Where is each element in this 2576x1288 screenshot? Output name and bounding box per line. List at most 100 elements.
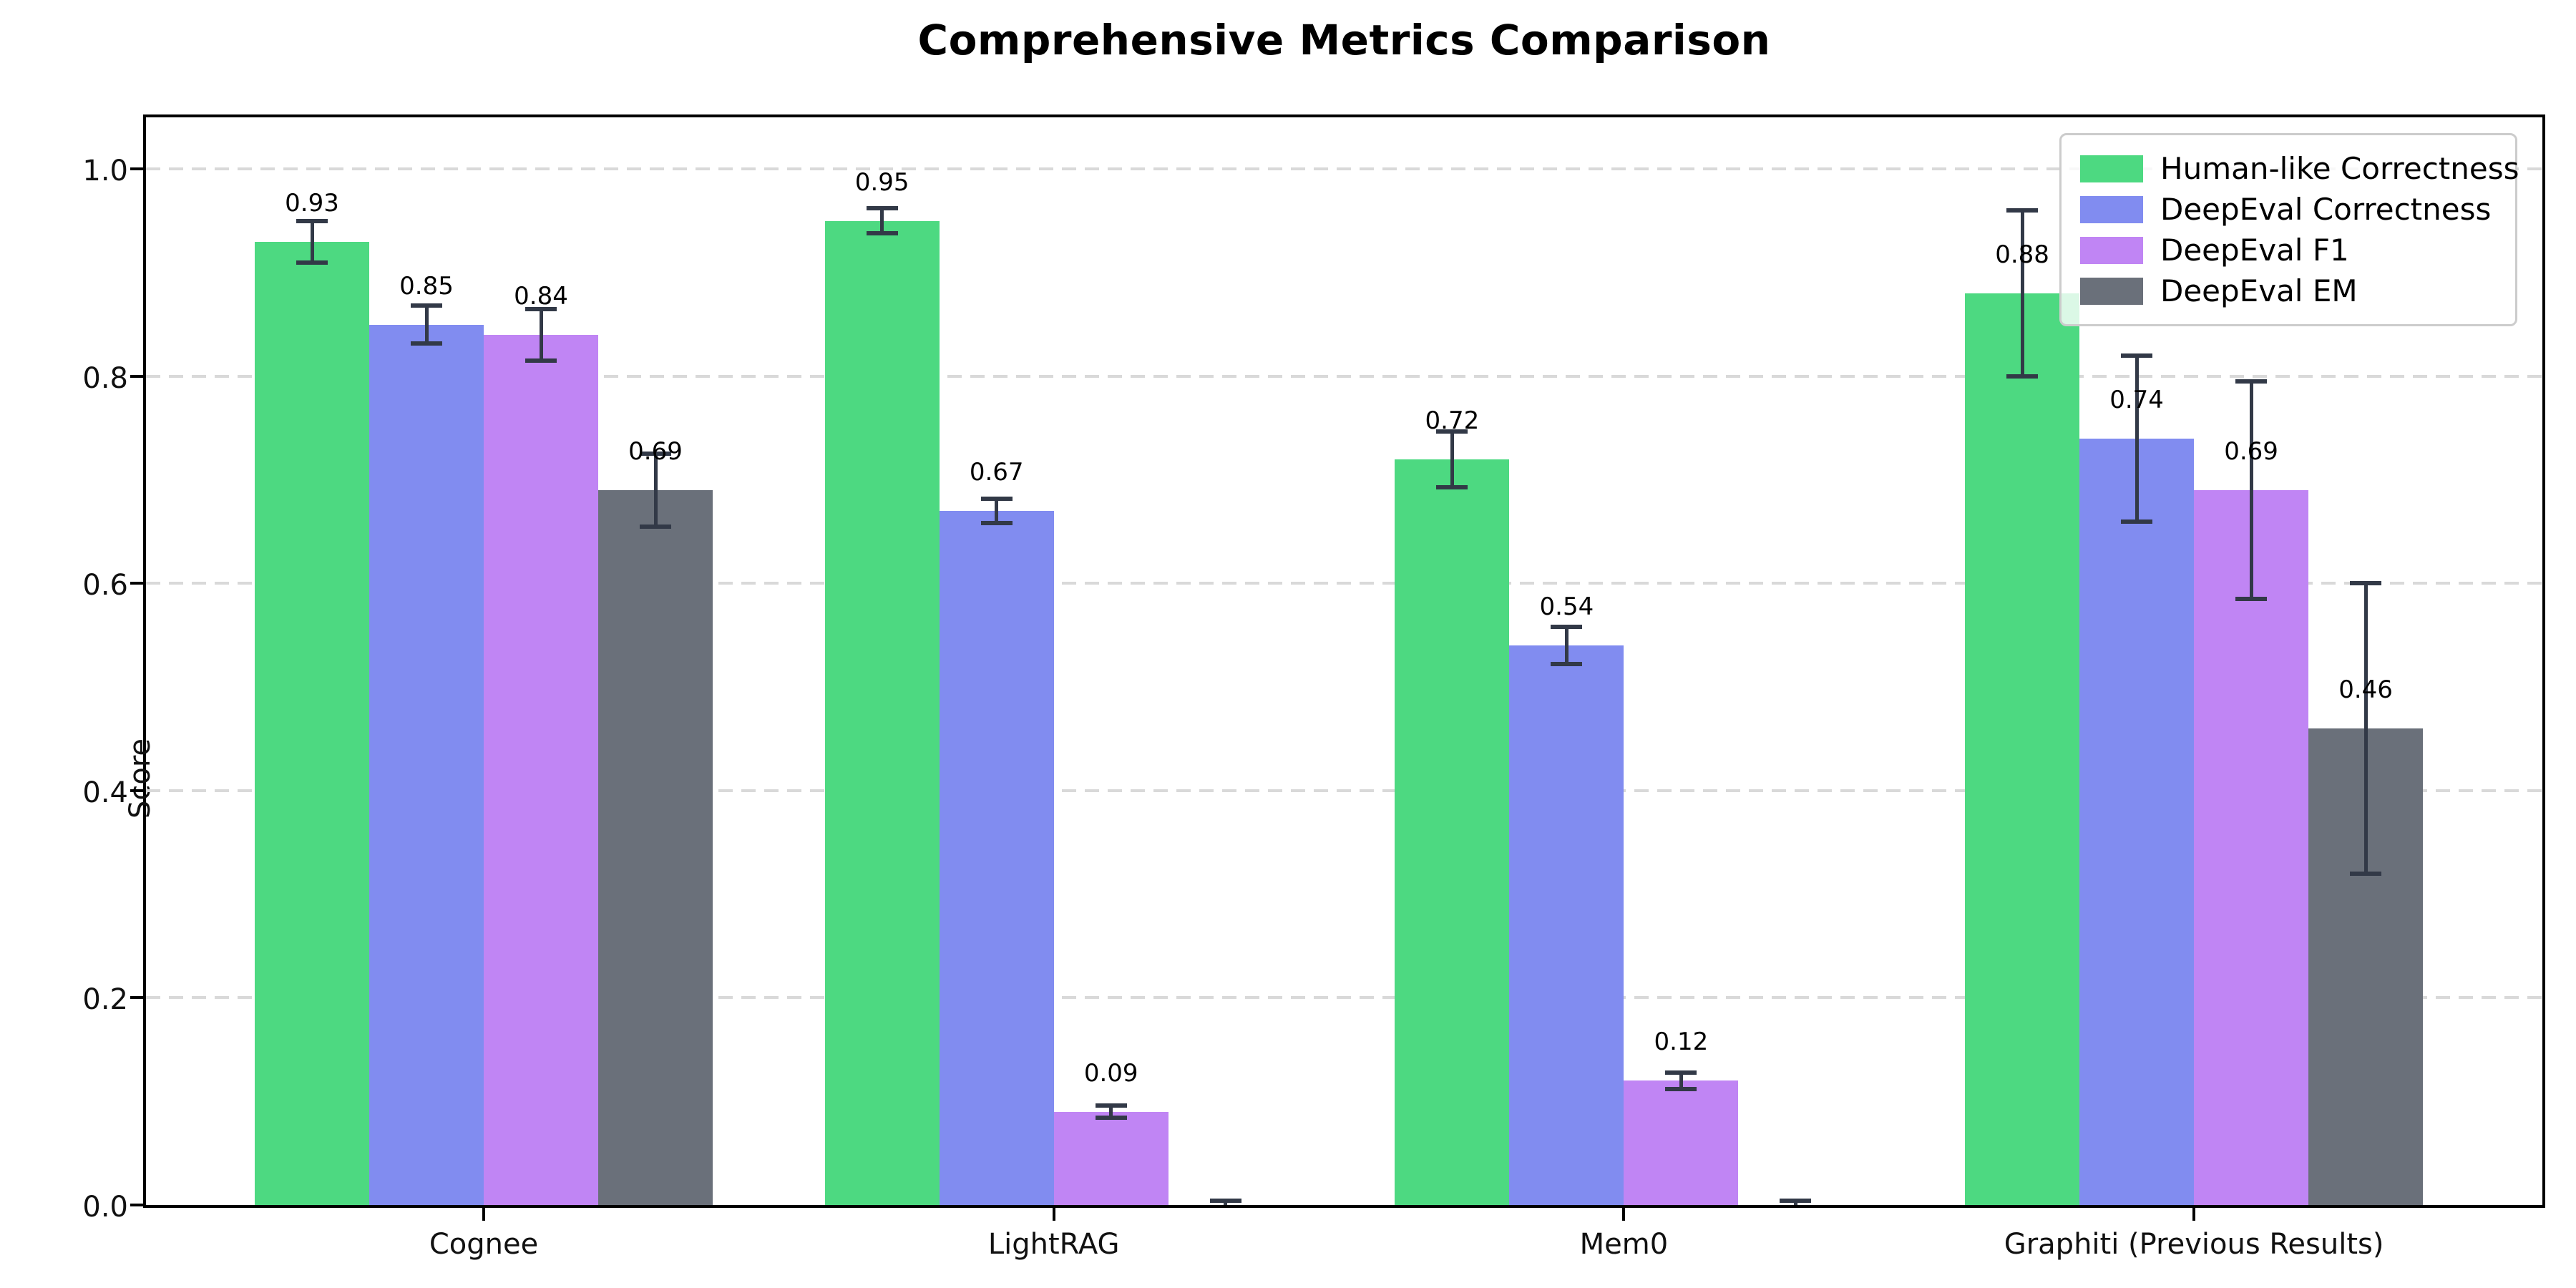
error-bar-line: [310, 220, 314, 263]
error-bar-line: [2020, 210, 2024, 376]
error-bar-line: [1679, 1072, 1683, 1089]
y-tick-mark: [130, 167, 143, 171]
y-tick-label: 0.0: [82, 1191, 128, 1224]
bar-value-label: 0.74: [2109, 385, 2164, 414]
gridline: [146, 996, 2542, 1000]
bar: [369, 324, 484, 1205]
x-tick-mark: [1052, 1208, 1055, 1221]
legend-label: Human-like Correctness: [2160, 151, 2519, 186]
y-tick-label: 0.8: [82, 361, 128, 395]
y-tick-label: 0.6: [82, 569, 128, 602]
error-bar-cap-top: [296, 218, 328, 223]
x-tick-mark: [2192, 1208, 2196, 1221]
error-bar-line: [1564, 627, 1568, 665]
error-bar-cap-bottom: [411, 341, 442, 346]
error-bar-cap-bottom: [2350, 871, 2382, 876]
error-bar-cap-top: [1780, 1199, 1812, 1204]
error-bar-line: [424, 306, 429, 343]
bar: [824, 220, 940, 1205]
bar-value-label: 0.84: [514, 282, 568, 311]
error-bar-line: [880, 208, 884, 234]
gridline: [146, 582, 2542, 585]
gridline: [146, 374, 2542, 378]
x-tick-label: Cognee: [429, 1228, 539, 1261]
error-bar-cap-bottom: [980, 521, 1013, 526]
legend-label: DeepEval EM: [2160, 273, 2358, 308]
error-bar-cap-bottom: [2006, 374, 2039, 379]
error-bar-cap-top: [1436, 429, 1468, 434]
error-bar-cap-top: [1209, 1199, 1241, 1204]
error-bar-cap-bottom: [1665, 1086, 1697, 1091]
bar-value-label: 0.88: [1995, 240, 2049, 270]
error-bar-cap-bottom: [1436, 484, 1468, 489]
legend-swatch-icon: [2080, 236, 2143, 264]
error-bar-cap-bottom: [1551, 662, 1583, 667]
error-bar-cap-top: [2350, 581, 2382, 586]
bar: [598, 490, 713, 1205]
chart-title: Comprehensive Metrics Comparison: [917, 16, 1771, 64]
bar-value-label: 0.09: [1083, 1058, 1138, 1088]
error-bar-cap-top: [411, 303, 442, 308]
error-bar-cap-top: [640, 452, 671, 457]
bar-value-label: 0.12: [1654, 1028, 1709, 1057]
legend-item: Human-like Correctness: [2080, 148, 2519, 189]
legend-swatch-icon: [2080, 195, 2143, 223]
bar: [2079, 438, 2195, 1205]
error-bar-line: [2249, 381, 2253, 600]
y-tick-mark: [130, 996, 143, 1000]
bar: [1053, 1111, 1169, 1205]
gridline: [146, 167, 2542, 171]
error-bar-cap-top: [866, 206, 898, 211]
error-bar-line: [1109, 1106, 1113, 1118]
bar-value-label: 0.72: [1425, 406, 1480, 435]
x-tick-mark: [482, 1208, 485, 1221]
bar-value-label: 0.46: [2338, 675, 2393, 705]
legend-item: DeepEval EM: [2080, 270, 2497, 311]
error-bar-cap-bottom: [640, 524, 671, 529]
bar: [939, 511, 1054, 1205]
legend-swatch-icon: [2080, 277, 2143, 305]
y-tick-label: 0.2: [82, 983, 128, 1017]
bar: [255, 241, 369, 1205]
x-tick-label: LightRAG: [987, 1228, 1120, 1261]
error-bar-cap-top: [2121, 353, 2153, 358]
legend-label: DeepEval F1: [2160, 233, 2349, 268]
error-bar-cap-top: [2235, 379, 2268, 384]
legend-item: DeepEval F1: [2080, 230, 2497, 270]
legend-item: DeepEval Correctness: [2080, 189, 2497, 230]
bar-value-label: 0.85: [399, 271, 454, 301]
error-bar-line: [653, 454, 658, 527]
error-bar-line: [2135, 355, 2139, 522]
bar: [1624, 1080, 1739, 1205]
y-tick-mark: [130, 1204, 143, 1206]
error-bar-cap-bottom: [2121, 519, 2153, 524]
y-tick-label: 1.0: [82, 155, 128, 188]
error-bar-cap-bottom: [866, 231, 898, 236]
bar: [1965, 293, 2080, 1205]
bar-value-label: 0.95: [854, 167, 909, 197]
y-tick-mark: [130, 374, 143, 378]
x-tick-label: Graphiti (Previous Results): [2004, 1228, 2384, 1261]
error-bar-cap-top: [1665, 1070, 1697, 1075]
error-bar-cap-bottom: [1095, 1116, 1127, 1121]
bar: [1395, 459, 1510, 1205]
bar: [1509, 645, 1624, 1205]
legend: Human-like Correctness DeepEval Correctne…: [2059, 133, 2519, 326]
error-bar-cap-bottom: [296, 260, 328, 265]
error-bar-cap-top: [525, 306, 557, 311]
y-tick-mark: [130, 582, 143, 585]
x-tick-label: Mem0: [1579, 1228, 1669, 1261]
bar-value-label: 0.54: [1539, 592, 1594, 622]
bar-value-label: 0.69: [2224, 437, 2278, 467]
y-axis-label: Score: [124, 738, 157, 819]
error-bar-cap-top: [980, 496, 1013, 501]
bar: [484, 335, 598, 1205]
bar-value-label: 0.69: [628, 437, 683, 467]
error-bar-cap-top: [1095, 1103, 1127, 1108]
legend-swatch-icon: [2080, 155, 2143, 182]
y-tick-label: 0.4: [82, 776, 128, 809]
error-bar-cap-bottom: [525, 358, 557, 364]
error-bar-cap-top: [1551, 625, 1583, 630]
bar-value-label: 0.93: [285, 188, 339, 218]
